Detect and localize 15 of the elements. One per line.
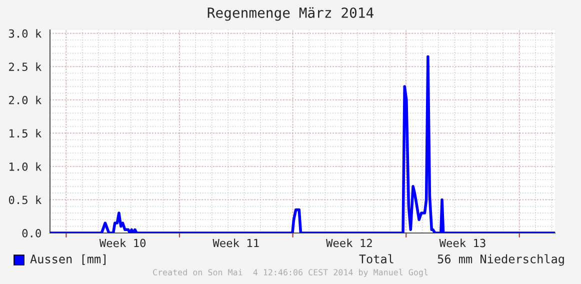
y-tick-label: 1.0 k bbox=[10, 162, 42, 171]
text: Total 56 mm Niederschlag bbox=[359, 254, 564, 266]
text: Created on Son Mai 4 12:46:06 CEST 2014 by Manuel Gogl bbox=[153, 268, 428, 278]
y-tick-label: 3.0 k bbox=[8, 29, 42, 38]
x-tick-label: Week 11 bbox=[212, 238, 259, 248]
y-tick-label: 0.5 k bbox=[8, 196, 42, 204]
x-tick-label: Week 10 bbox=[99, 238, 146, 248]
legend-label: Aussen [mm] bbox=[30, 254, 106, 265]
y-tick-label: 0.0 bbox=[22, 229, 41, 238]
chart-title: Regenmenge März 2014 bbox=[208, 7, 374, 21]
x-tick-label: Week 12 bbox=[326, 238, 372, 248]
y-tick-label: 1.5 k bbox=[10, 128, 42, 138]
x-tick-label: Week 13 bbox=[439, 238, 486, 248]
y-tick-label: 2.5 k bbox=[9, 62, 42, 72]
y-tick-label: 2.0 k bbox=[9, 96, 42, 104]
